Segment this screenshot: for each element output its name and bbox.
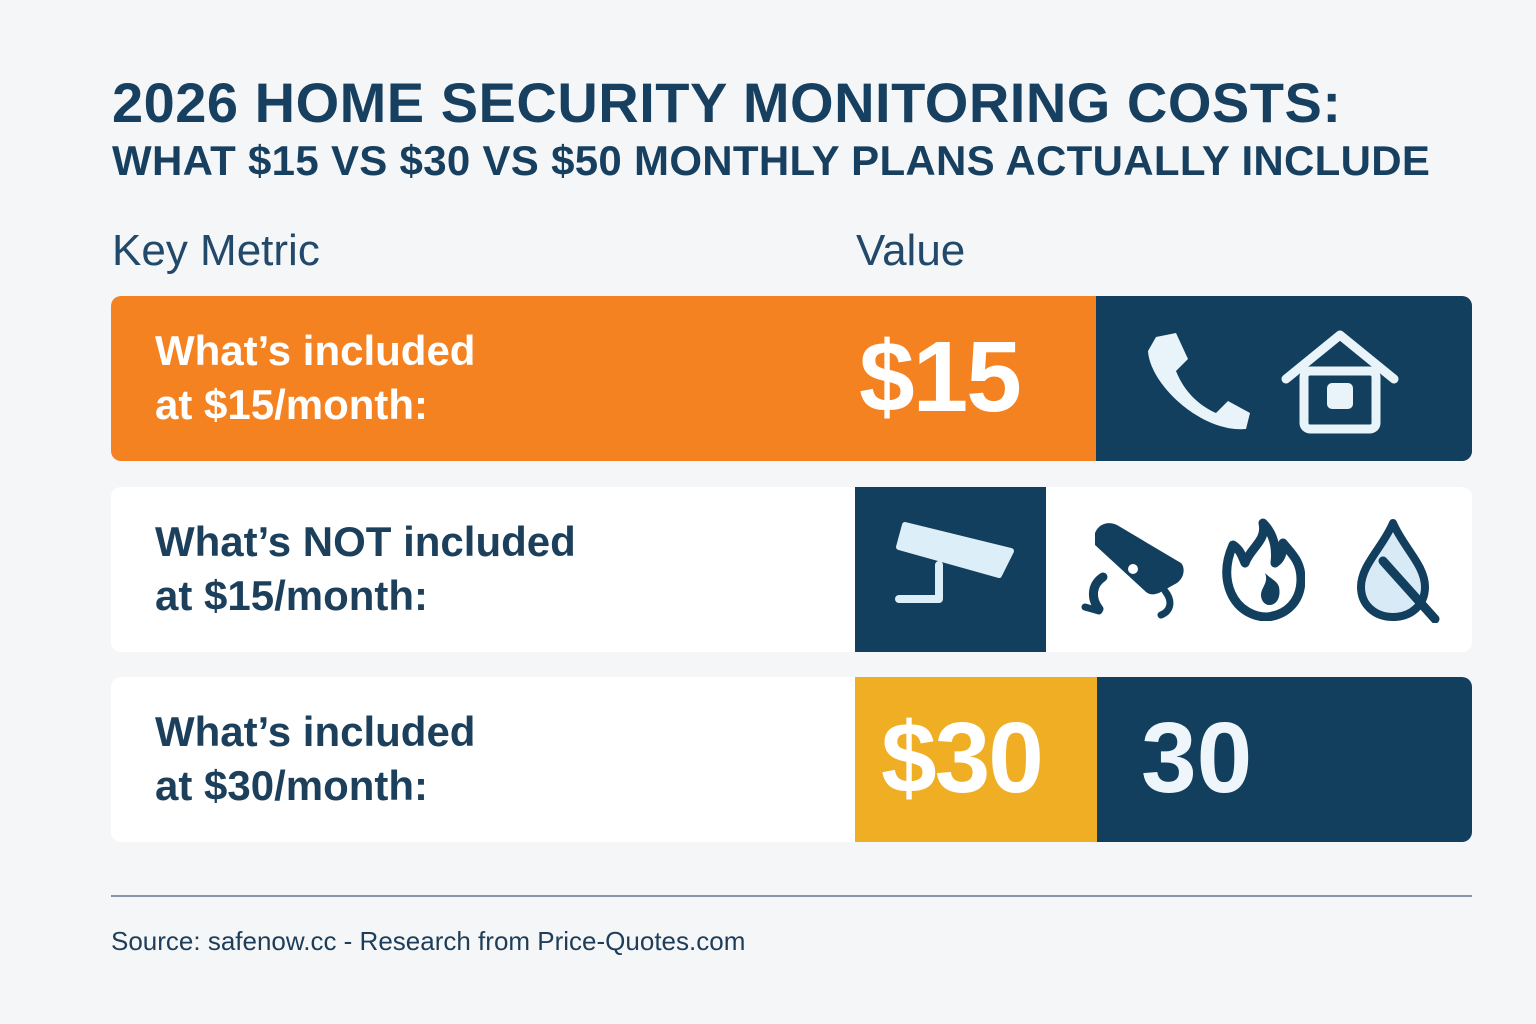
source-note: Source: safenow.cc - Research from Price…: [111, 926, 746, 956]
price-panel: $30: [855, 677, 1097, 842]
row-included-30: What’s included at $30/month: $30 30: [111, 677, 1472, 842]
column-header-metric: Key Metric: [112, 226, 320, 275]
row-label: What’s NOT included at $15/month:: [155, 518, 576, 619]
value-panel: 30: [1097, 677, 1472, 842]
title-line-1: 2026 HOME SECURITY MONITORING COSTS:: [112, 71, 1342, 134]
broken-camera-icon: [1081, 523, 1184, 619]
value-30: 30: [1141, 702, 1253, 814]
title-line-2: WHAT $15 VS $30 VS $50 MONTHLY PLANS ACT…: [112, 137, 1431, 184]
divider: [111, 895, 1472, 897]
price-15: $15: [859, 321, 1022, 433]
phone-icon: [1148, 333, 1250, 430]
water-drop-icon: [1357, 519, 1440, 623]
row-label: What’s included at $15/month:: [155, 327, 476, 428]
security-camera-icon: [895, 522, 1014, 603]
row-not-included-15: What’s NOT included at $15/month:: [111, 487, 1472, 652]
row-label: What’s included at $30/month:: [155, 708, 476, 809]
price-30: $30: [881, 702, 1044, 814]
row-included-15: What’s included at $15/month: $15: [111, 296, 1472, 461]
icon-panel: [1096, 296, 1472, 461]
column-header-value: Value: [856, 226, 966, 275]
house-icon: [1281, 330, 1399, 434]
camera-panel: [855, 487, 1046, 652]
fire-icon: [1222, 518, 1305, 621]
